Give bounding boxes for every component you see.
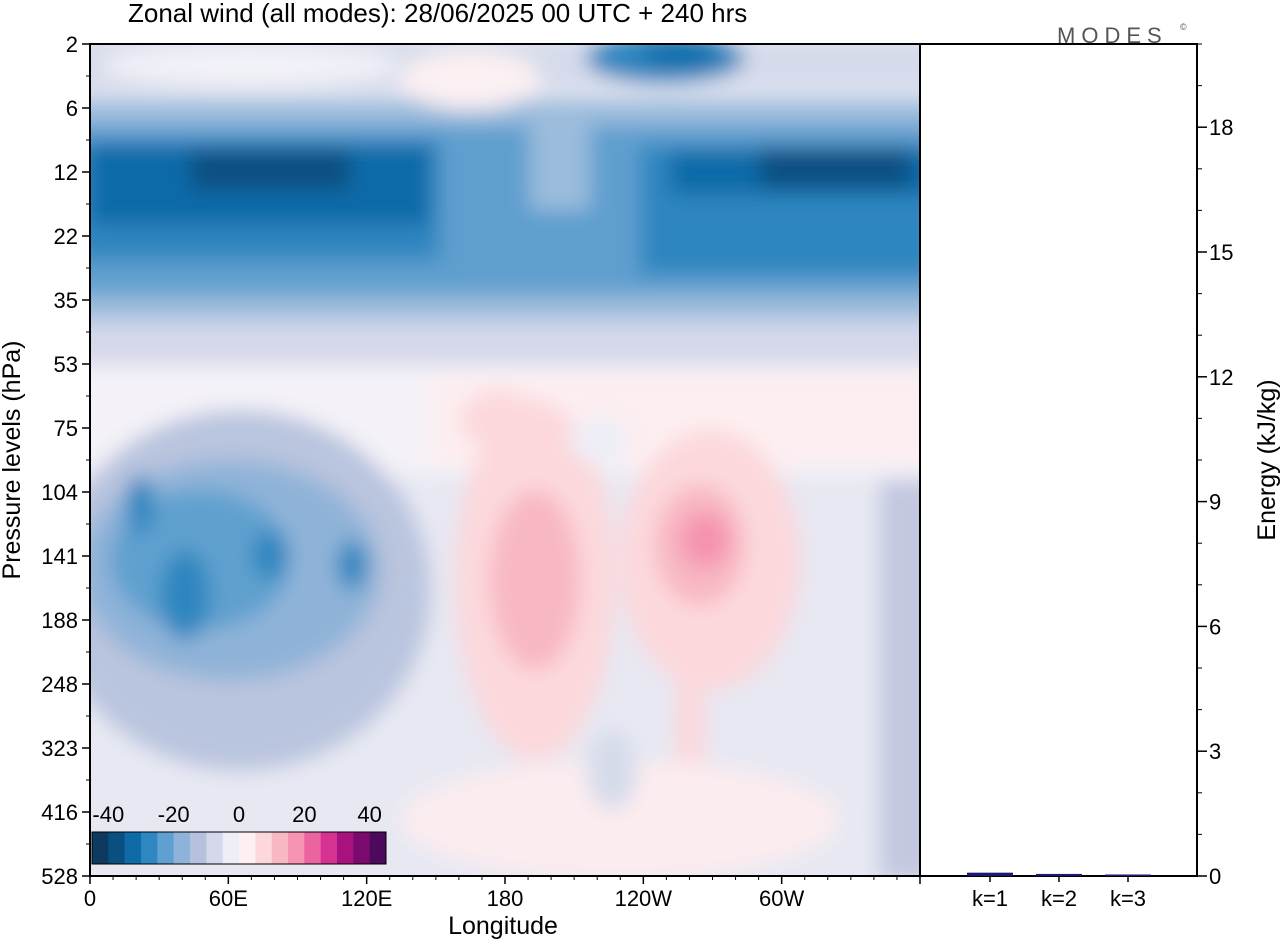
energy-category-label: k=3 — [1110, 886, 1146, 911]
colorbar-cell — [255, 832, 272, 864]
y-tick-label: 141 — [41, 544, 78, 569]
colorbar-cell — [173, 832, 191, 864]
colorbar-cell — [369, 832, 387, 864]
y-tick-label: 53 — [54, 352, 78, 377]
field-core-c — [126, 475, 154, 535]
logo-mark: © — [1180, 22, 1187, 32]
colorbar-cell — [320, 832, 338, 864]
colorbar-cell — [271, 832, 289, 864]
x-tick-label: 120W — [615, 886, 673, 911]
field-top-jet-core — [640, 44, 720, 67]
energy-axis-label: Energy (kJ/kg) — [1253, 379, 1280, 540]
field-band-min-a — [190, 150, 350, 190]
energy-bars — [967, 872, 1151, 876]
field-core-b — [252, 530, 288, 580]
colorbar-cell — [92, 832, 109, 864]
field-pink-mid-a — [490, 490, 580, 670]
y-tick-label: 416 — [41, 800, 78, 825]
heatmap-axes: 2 6 12 22 35 53 75 104 141 188 248 323 416 528 0 60E 12… — [0, 32, 921, 940]
energy-bar — [1105, 874, 1151, 876]
x-tick-label: 60W — [759, 886, 804, 911]
colorbar-cell — [141, 832, 158, 864]
x-tick-label: 60E — [209, 886, 248, 911]
energy-categories: k=1 k=2 k=3 — [972, 876, 1146, 911]
x-axis: 0 60E 120E 180 120W 60W — [84, 876, 921, 911]
x-tick-label: 0 — [84, 886, 96, 911]
field-mid-transition — [90, 320, 920, 370]
energy-tick-label: 12 — [1209, 365, 1233, 390]
y-tick-label: 22 — [54, 224, 78, 249]
colorbar-frame — [91, 831, 387, 865]
colorbar-cell — [206, 832, 223, 864]
y-tick-label: 188 — [41, 608, 78, 633]
field-top-white-a — [100, 45, 400, 85]
energy-category-label: k=2 — [1041, 886, 1077, 911]
energy-category-label: k=1 — [972, 886, 1008, 911]
y-axis-label: Pressure levels (hPa) — [0, 341, 26, 580]
colorbar-cell — [353, 832, 370, 864]
x-axis-label: Longitude — [448, 912, 558, 940]
energy-tick-label: 0 — [1209, 864, 1221, 889]
field-blob-e — [587, 730, 637, 810]
colorbar-label: 40 — [357, 802, 381, 827]
energy-tick-label: 6 — [1209, 614, 1221, 639]
y-tick-label: 6 — [66, 96, 78, 121]
field-core-a — [160, 550, 210, 640]
energy-bar — [967, 872, 1013, 876]
field-top-white-b — [400, 50, 540, 110]
colorbar-label: 0 — [233, 802, 245, 827]
field-blob-f — [570, 415, 630, 465]
heatmap-panel — [90, 44, 920, 876]
colorbar: -40 -20 0 20 40 — [91, 802, 387, 865]
colorbar-cell — [222, 832, 240, 864]
y-tick-label: 12 — [54, 160, 78, 185]
x-tick-label: 180 — [487, 886, 524, 911]
colorbar-label: 20 — [292, 802, 316, 827]
field-pink-wash — [400, 760, 840, 876]
energy-tick-label: 18 — [1209, 115, 1233, 140]
y-tick-label: 323 — [41, 736, 78, 761]
y-tick-label: 528 — [41, 864, 78, 889]
energy-panel: 0 3 6 9 12 15 18 k=1 k=2 k=3 Energy (kJ/kg) — [919, 43, 1280, 911]
energy-bar — [1036, 873, 1082, 876]
x-tick-label: 120E — [341, 886, 392, 911]
colorbar-cell — [124, 832, 142, 864]
colorbar-label: -40 — [92, 802, 124, 827]
energy-tick-label: 3 — [1209, 739, 1221, 764]
y-tick-label: 104 — [41, 480, 78, 505]
y-axis: 2 6 12 22 35 53 75 104 141 188 248 323 416 528 — [41, 32, 90, 889]
chart-title: Zonal wind (all modes): 28/06/2025 00 UT… — [128, 0, 747, 28]
colorbar-cell — [337, 832, 354, 864]
colorbar-label: -20 — [158, 802, 190, 827]
field-pink-core — [680, 512, 730, 568]
y-tick-label: 2 — [66, 32, 78, 57]
colorbar-cell — [157, 832, 174, 864]
field-pink-upper — [460, 390, 540, 450]
y-tick-label: 75 — [54, 416, 78, 441]
field-core-d — [337, 540, 367, 590]
y-tick-label: 35 — [54, 288, 78, 313]
y-tick-label: 248 — [41, 672, 78, 697]
colorbar-cell — [190, 832, 207, 864]
colorbar-cell — [108, 832, 125, 864]
energy-frame — [919, 43, 1198, 877]
energy-y-axis: 0 3 6 9 12 15 18 — [1197, 43, 1233, 889]
energy-tick-label: 15 — [1209, 240, 1233, 265]
colorbar-cell — [239, 832, 256, 864]
colorbar-cell — [304, 832, 321, 864]
field-band-min-b — [760, 148, 910, 188]
field-break-180 — [530, 120, 590, 210]
field-east-right — [880, 480, 920, 876]
colorbar-cell — [288, 832, 305, 864]
energy-tick-label: 9 — [1209, 490, 1221, 515]
